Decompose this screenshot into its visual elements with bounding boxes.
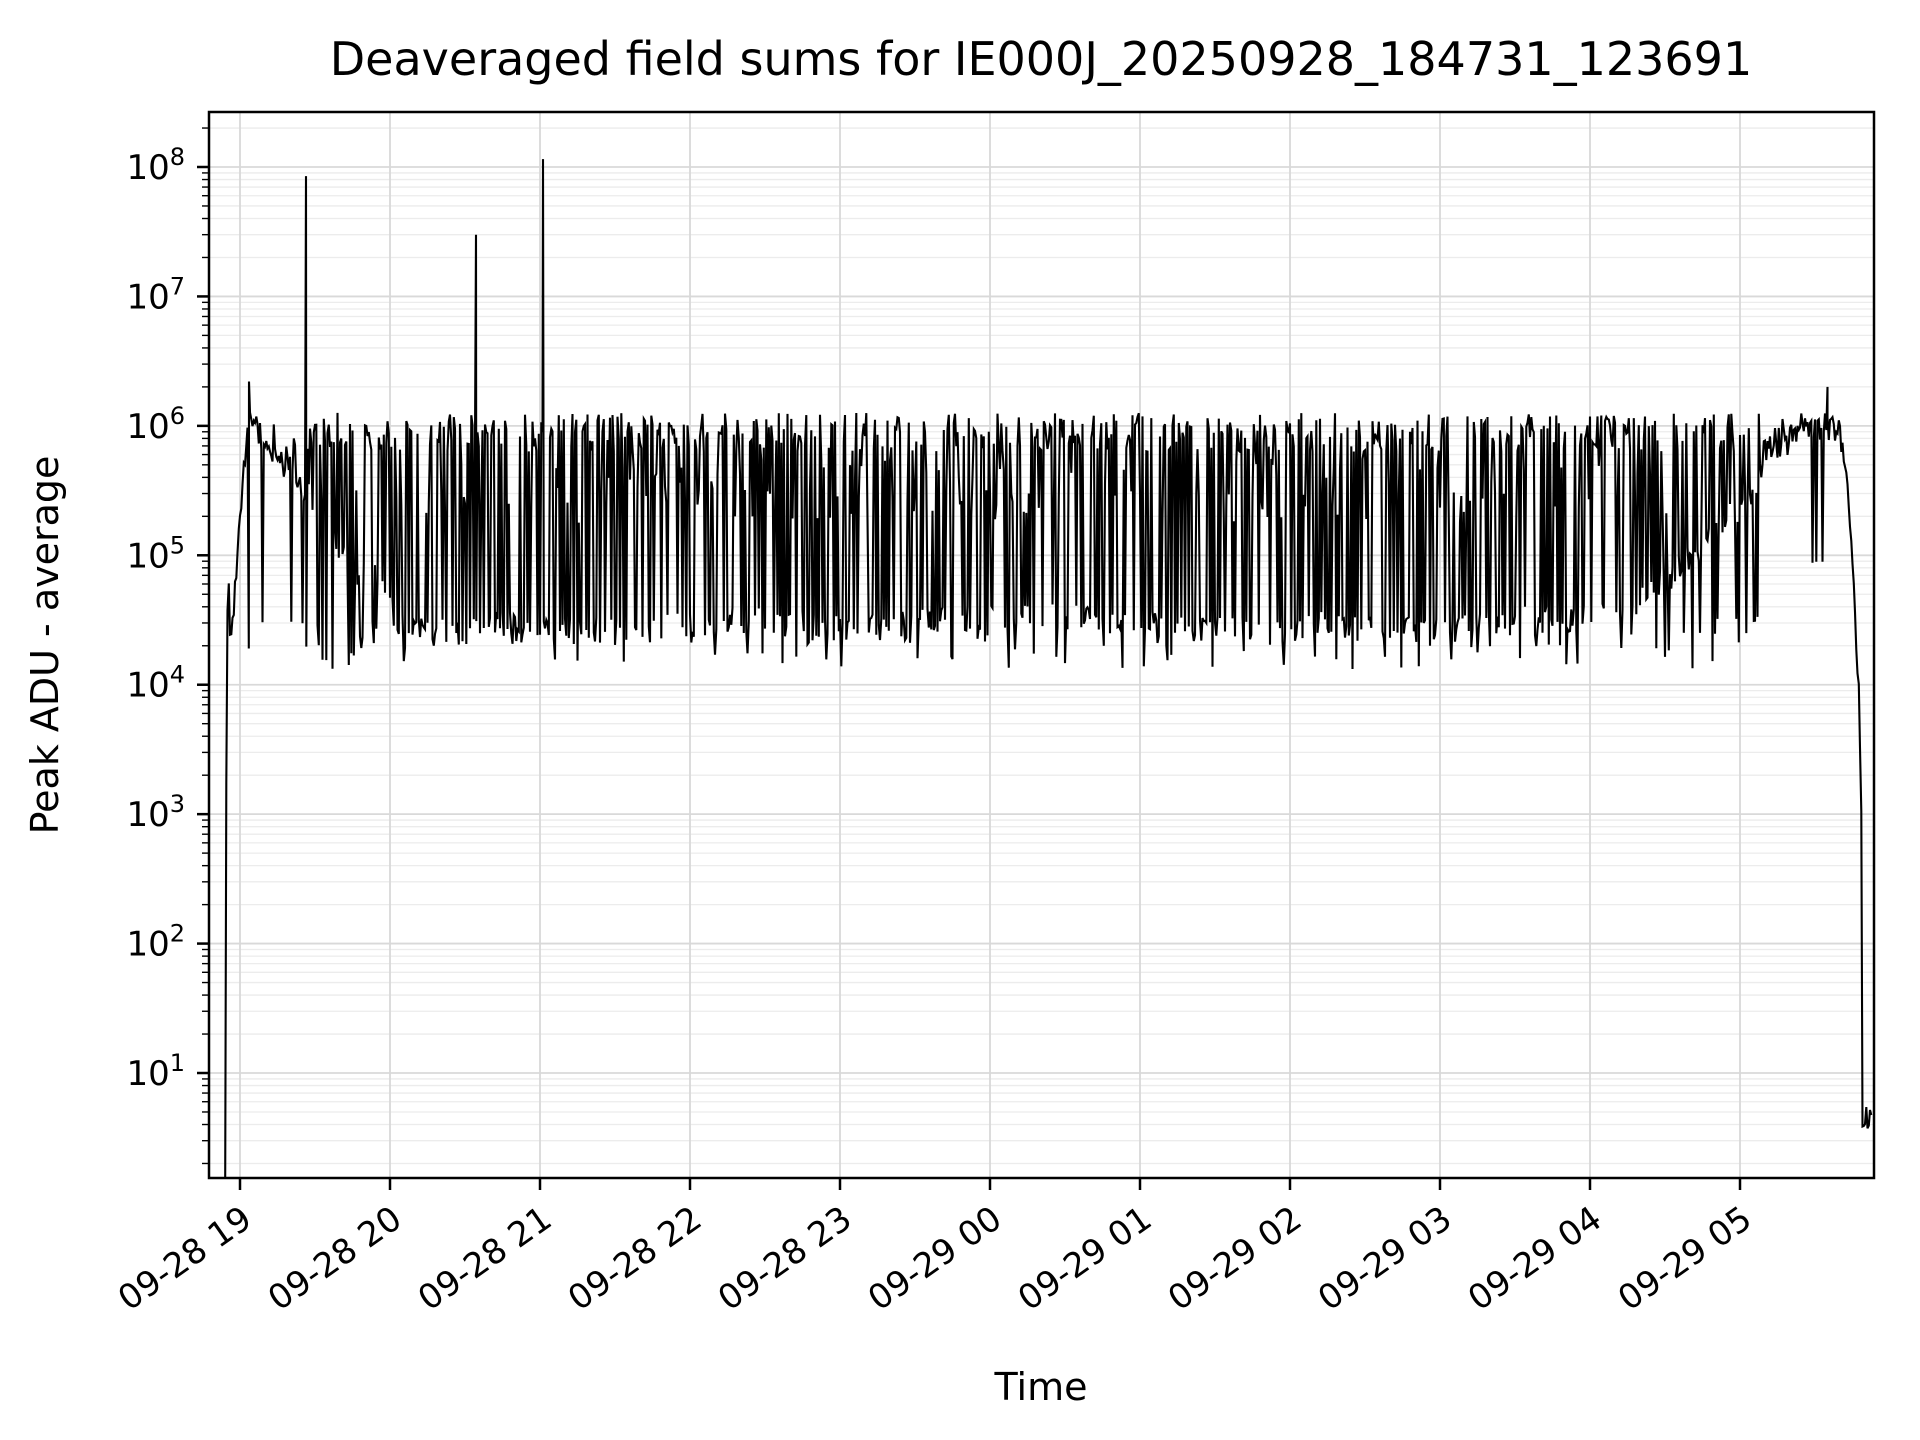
data-series bbox=[224, 159, 1873, 1178]
x-axis-label: Time bbox=[994, 1365, 1088, 1409]
y-tick-label: 108 bbox=[126, 143, 185, 188]
data-line bbox=[224, 159, 1873, 1178]
plot-border bbox=[207, 110, 1876, 1180]
grid-minor-lines bbox=[209, 127, 1874, 1165]
y-tick-label: 106 bbox=[126, 402, 185, 447]
y-tick-label: 107 bbox=[126, 272, 185, 317]
y-axis-ticks bbox=[197, 127, 209, 1165]
grid-major-lines bbox=[209, 112, 1874, 1178]
y-tick-label: 105 bbox=[126, 531, 185, 576]
y-tick-label: 102 bbox=[126, 920, 185, 965]
chart-title: Deaveraged field sums for IE000J_2025092… bbox=[330, 32, 1752, 86]
y-axis-label: Peak ADU - average bbox=[23, 456, 67, 835]
y-tick-label: 103 bbox=[126, 790, 185, 835]
y-tick-label: 104 bbox=[126, 661, 185, 706]
y-tick-label: 101 bbox=[126, 1049, 185, 1094]
y-axis-tick-labels: 108 107 106 105 104 103 102 101 bbox=[126, 143, 185, 1094]
x-axis-ticks bbox=[238, 1178, 1742, 1190]
